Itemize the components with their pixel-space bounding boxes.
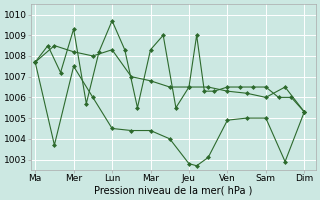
X-axis label: Pression niveau de la mer( hPa ): Pression niveau de la mer( hPa ) <box>94 186 253 196</box>
